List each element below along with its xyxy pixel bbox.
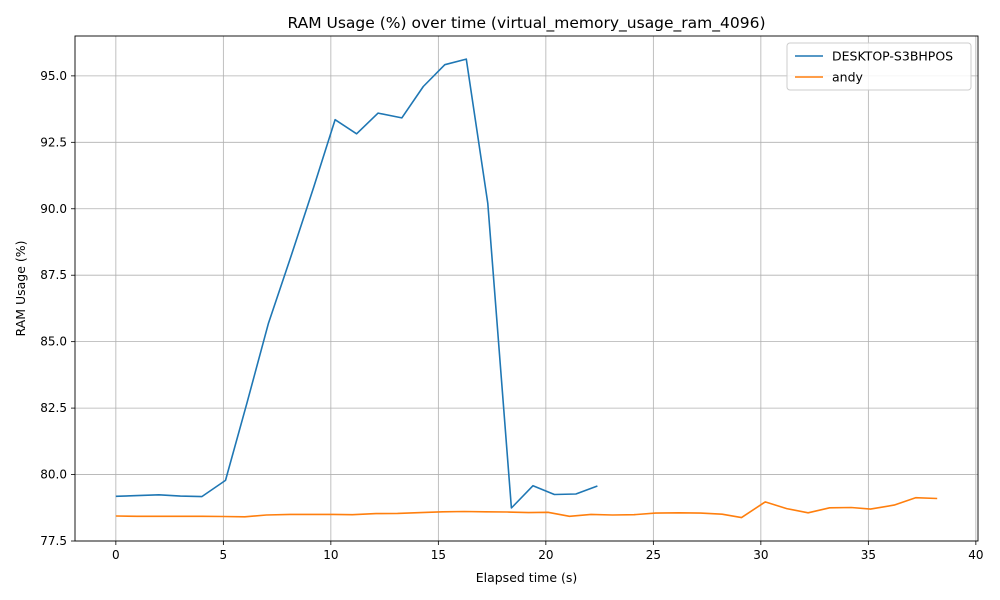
x-axis-ticks: 0 5 10 15 20 25 30 35 40 [112,541,983,562]
x-tick-label: 10 [323,548,338,562]
legend-label: DESKTOP-S3BHPOS [832,49,953,64]
x-tick-label: 25 [646,548,661,562]
chart-title: RAM Usage (%) over time (virtual_memory_… [287,14,765,33]
series-line-0 [115,58,598,509]
y-tick-label: 95.0 [40,69,67,83]
x-tick-label: 40 [968,548,983,562]
legend: DESKTOP-S3BHPOS andy [786,42,972,91]
y-tick-label: 87.5 [40,268,67,282]
y-tick-label: 82.5 [40,401,67,415]
x-tick-label: 0 [112,548,120,562]
y-axis-label: RAM Usage (%) [13,240,28,336]
y-tick-label: 77.5 [40,534,67,548]
x-tick-label: 15 [431,548,446,562]
y-tick-label: 92.5 [40,135,67,149]
series-line-1 [115,496,938,519]
x-tick-label: 5 [220,548,228,562]
plot-frame [74,35,979,542]
y-tick-label: 85.0 [40,335,67,349]
legend-box [786,42,972,91]
x-tick-label: 20 [538,548,553,562]
y-tick-label: 90.0 [40,202,67,216]
series-group [115,58,938,519]
x-tick-label: 30 [753,548,768,562]
legend-label: andy [832,70,864,85]
y-axis-ticks: 77.5 80.0 82.5 85.0 87.5 90.0 92.5 95.0 [40,69,75,548]
y-tick-label: 80.0 [40,468,67,482]
x-axis-label: Elapsed time (s) [476,570,578,585]
x-tick-label: 35 [861,548,876,562]
